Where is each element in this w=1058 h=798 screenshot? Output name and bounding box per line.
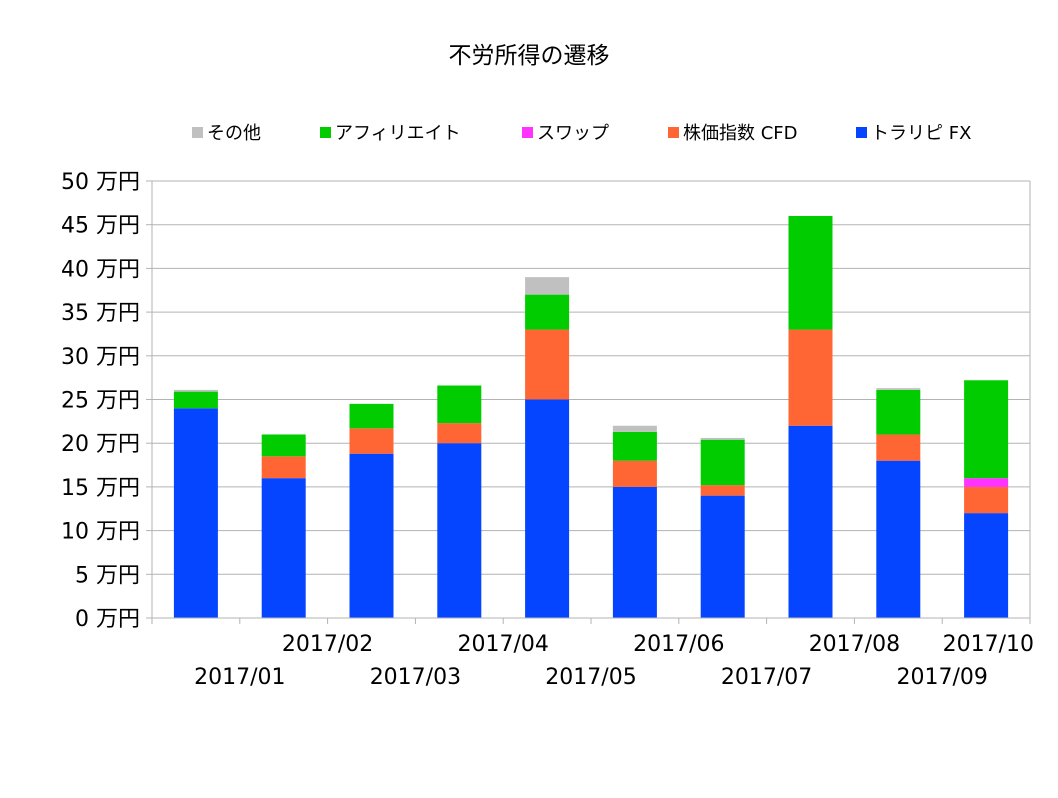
bar-segment [349,453,394,618]
bar-segment [525,277,570,295]
legend: その他 アフィリエイト スワップ 株価指数 CFD トラリピ FX [192,123,971,144]
bar-segment [612,486,657,618]
bar-stack-2017-05 [525,277,570,618]
bar-segment [612,460,657,487]
legend-swatch [668,127,679,138]
chart-title: 不労所得の遷移 [449,43,610,69]
legend-swatch [320,127,331,138]
x-tick-label: 2017/06 [633,632,724,657]
bar-stack-2017-03 [349,403,394,618]
y-tick-label: 5 万円 [75,563,140,588]
bar-segment [173,391,218,409]
legend-label: アフィリエイト [335,123,461,144]
bar-segment [261,456,306,479]
bar-segment [525,294,570,330]
x-tick-label: 2017/05 [545,665,636,690]
y-tick-label: 35 万円 [61,301,140,326]
legend-swatch [522,127,533,138]
bar-segment [173,389,218,392]
bar-stack-2017-02 [261,434,306,618]
x-tick-label: 2017/07 [721,665,812,690]
bar-segment [261,478,306,618]
legend-item: トラリピ FX [856,123,971,144]
y-tick-label: 30 万円 [61,345,140,370]
legend-label: 株価指数 CFD [683,123,798,144]
bar-segment [788,425,833,618]
bar-segment [261,434,306,457]
bar-segment [964,513,1009,618]
bar-segment [612,431,657,461]
bar-segment [349,403,394,429]
bar-stack-2017-08 [788,215,833,618]
x-tick-label: 2017/04 [457,632,548,657]
bar-segment [437,423,482,444]
legend-swatch [856,127,867,138]
legend-label: スワップ [537,123,609,144]
bar-segment [612,425,657,432]
bar-segment [437,443,482,618]
y-tick-label: 20 万円 [61,432,140,457]
bar-segment [876,388,921,390]
legend-item: その他 [192,123,261,144]
y-tick-label: 10 万円 [61,520,140,545]
bar-segment [964,478,1009,487]
axes [146,180,1031,624]
legend-label: その他 [207,123,261,144]
bar-segment [876,460,921,618]
bar-segment [876,434,921,461]
bar-segment [525,329,570,400]
y-tick-label: 15 万円 [61,476,140,501]
x-tick-labels: 2017/01 2017/02 2017/03 2017/04 2017/05 2017/… [194,632,1034,690]
x-tick-label: 2017/02 [282,632,373,657]
bar-segment [525,399,570,618]
y-tick-label: 0 万円 [75,607,140,632]
bar-segment [876,389,921,435]
bars [173,215,1009,618]
x-tick-label: 2017/03 [370,665,461,690]
bar-segment [964,380,1009,479]
bar-stack-2017-09 [876,388,921,618]
bar-segment [349,428,394,454]
legend-item: スワップ [522,123,609,144]
bar-segment [700,495,745,618]
bar-stack-2017-07 [700,437,745,618]
x-tick-label: 2017/08 [809,632,900,657]
bar-segment [788,329,833,426]
x-tick-label: 2017/01 [194,665,285,690]
bar-segment [788,215,833,330]
bar-segment [964,486,1009,514]
bar-segment [700,437,745,440]
bar-stack-2017-10 [964,380,1009,618]
y-tick-label: 45 万円 [61,214,140,239]
bar-stack-2017-06 [612,425,657,618]
bar-segment [700,439,745,486]
legend-item: アフィリエイト [320,123,461,144]
legend-swatch [192,127,203,138]
x-tick-label: 2017/10 [943,632,1034,657]
bar-segment [437,385,482,424]
y-tick-label: 40 万円 [61,257,140,282]
x-tick-label: 2017/09 [896,665,987,690]
y-tick-labels: 0 万円 5 万円 10 万円 15 万円 20 万円 25 万円 30 万円 35 万円 40… [61,170,140,632]
bar-stack-2017-01 [173,389,218,618]
legend-label: トラリピ FX [871,123,971,144]
bar-stack-2017-04 [437,385,482,618]
y-tick-label: 25 万円 [61,389,140,414]
y-tick-label: 50 万円 [61,170,140,195]
bar-segment [700,485,745,496]
bar-segment [173,408,218,618]
legend-item: 株価指数 CFD [668,123,798,144]
